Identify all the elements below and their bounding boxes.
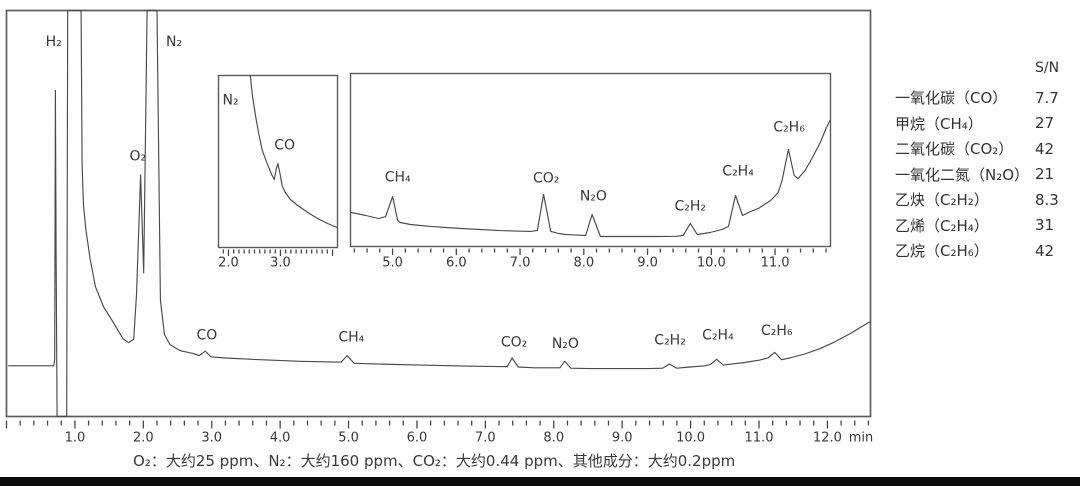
main-peak-label-ch4: CH₄: [338, 330, 364, 346]
x-tick-label: 12.0: [813, 431, 842, 446]
inset2-peak-label-co2: CO₂: [533, 171, 559, 187]
inset2-x-ticks: [353, 248, 827, 255]
inset2-peak-label-c2h4: C₂H₄: [722, 163, 754, 179]
bottom-bar: [0, 477, 1080, 486]
x-tick-label: 10.0: [676, 431, 705, 446]
compound-name: 乙烷（C₂H₆）: [895, 242, 989, 261]
inset2-x-tick-labels: 5.0 6.0 7.0 8.0 9.0 10.0 11.0: [382, 256, 789, 271]
sn-value: 42: [1035, 241, 1055, 260]
inset2-peak-label-c2h6: C₂H₆: [773, 119, 805, 135]
main-x-ticks: [5, 420, 870, 429]
x-axis-unit: min: [849, 431, 874, 446]
sn-value: 31: [1035, 216, 1055, 235]
compound-name: 甲烷（CH₄）: [895, 114, 983, 133]
x-tick-label: 11.0: [761, 256, 790, 271]
x-tick-label: 7.0: [475, 431, 496, 446]
inset2-chart: 5.0 6.0 7.0 8.0 9.0 10.0 11.0 CH₄ CO₂ N₂O C₂H₂ C₂H₄…: [349, 72, 832, 271]
x-tick-label: 6.0: [446, 256, 467, 271]
sn-value: 7.7: [1035, 88, 1059, 107]
inset2-peak-label-n2o: N₂O: [580, 189, 607, 205]
inset1-peak-label-n2: N₂: [223, 92, 239, 108]
sn-table-row: 一氧化二氮（N₂O） 21: [895, 162, 1069, 188]
x-tick-label: 2.0: [218, 256, 239, 271]
x-tick-label: 9.0: [612, 431, 633, 446]
sn-value: 21: [1035, 165, 1055, 184]
x-tick-label: 3.0: [270, 256, 291, 271]
x-tick-label: 4.0: [270, 431, 291, 446]
main-x-tick-labels: 1.0 2.0 3.0 4.0 5.0 6.0 7.0 8.0 9.0 10.0 11.0 12.0: [65, 431, 842, 446]
x-tick-label: 11.0: [745, 431, 774, 446]
inset2-plot-border: [349, 72, 832, 248]
main-peak-label-co2: CO₂: [501, 335, 527, 351]
inset1-peak-label-co: CO: [274, 138, 295, 154]
main-peak-label-c2h6: C₂H₆: [761, 323, 793, 339]
compound-name: 乙烯（C₂H₄）: [895, 216, 989, 235]
x-tick-label: 1.0: [65, 431, 86, 446]
sn-table: S/N 一氧化碳（CO） 7.7 甲烷（CH₄） 27 二氧化碳（CO₂） 42 一氧化二氮…: [895, 56, 1069, 264]
sn-table-body: 一氧化碳（CO） 7.7 甲烷（CH₄） 27 二氧化碳（CO₂） 42 一氧化二氮（N₂O…: [895, 85, 1069, 264]
compound-name: 一氧化碳（CO）: [895, 89, 1008, 108]
main-trace: [8, 9, 871, 418]
compound-name: 乙炔（C₂H₂）: [895, 191, 989, 210]
main-peak-labels: H₂ O₂ N₂ CO CH₄ CO₂ N₂O C₂H₂ C₂H₄ C₂H₆: [46, 34, 793, 352]
inset2-trace: [350, 120, 831, 238]
sn-value: 42: [1035, 139, 1055, 158]
inset2-peak-label-ch4: CH₄: [385, 169, 411, 185]
inset1-x-tick-labels: 2.0 3.0: [218, 256, 291, 271]
sn-table-row: 乙烯（C₂H₄） 31: [895, 213, 1069, 239]
inset1-chart: 2.0 3.0 N₂ CO: [217, 74, 339, 271]
sn-table-row: 乙炔（C₂H₂） 8.3: [895, 187, 1069, 213]
x-tick-label: 8.0: [573, 256, 594, 271]
main-peak-label-c2h4: C₂H₄: [702, 328, 734, 344]
main-plot-border: [5, 9, 872, 418]
main-chart: 1.0 2.0 3.0 4.0 5.0 6.0 7.0 8.0 9.0 10.0 11.0 12.0 m…: [5, 9, 874, 446]
x-tick-label: 8.0: [543, 431, 564, 446]
sn-table-row: 一氧化碳（CO） 7.7: [895, 85, 1069, 111]
sn-value: 8.3: [1035, 190, 1059, 209]
inset1-peak-labels: N₂ CO: [223, 92, 296, 153]
inset1-x-ticks: [222, 249, 334, 256]
x-tick-label: 6.0: [407, 431, 428, 446]
x-tick-label: 3.0: [201, 431, 222, 446]
sn-table-row: 二氧化碳（CO₂） 42: [895, 136, 1069, 162]
compound-name: 二氧化碳（CO₂）: [895, 140, 1014, 159]
main-peak-label-h2: H₂: [46, 34, 62, 50]
inset1-trace: [249, 74, 338, 229]
inset2-peak-labels: CH₄ CO₂ N₂O C₂H₂ C₂H₄ C₂H₆: [385, 119, 806, 214]
x-tick-label: 9.0: [637, 256, 658, 271]
sn-table-row: 乙烷（C₂H₆） 42: [895, 238, 1069, 264]
main-peak-label-c2h2: C₂H₂: [654, 333, 686, 349]
inset2-peak-label-c2h2: C₂H₂: [674, 199, 706, 215]
sn-header-label: S/N: [1035, 60, 1060, 76]
inset1-plot-border: [217, 74, 339, 249]
concentration-caption: O₂：大约25 ppm、N₂：大约160 ppm、CO₂：大约0.44 ppm、…: [133, 452, 736, 470]
x-tick-label: 10.0: [697, 256, 726, 271]
compound-name: 一氧化二氮（N₂O）: [895, 165, 1030, 184]
sn-table-header-row: S/N: [895, 56, 1069, 80]
x-tick-label: 2.0: [133, 431, 154, 446]
main-peak-label-n2: N₂: [166, 34, 182, 50]
x-tick-label: 5.0: [382, 256, 403, 271]
main-peak-label-co: CO: [197, 328, 218, 344]
main-peak-label-o2: O₂: [130, 148, 147, 164]
x-tick-label: 5.0: [338, 431, 359, 446]
main-peak-label-n2o: N₂O: [552, 336, 579, 352]
x-tick-label: 7.0: [510, 256, 531, 271]
sn-value: 27: [1035, 114, 1055, 133]
sn-table-row: 甲烷（CH₄） 27: [895, 111, 1069, 137]
